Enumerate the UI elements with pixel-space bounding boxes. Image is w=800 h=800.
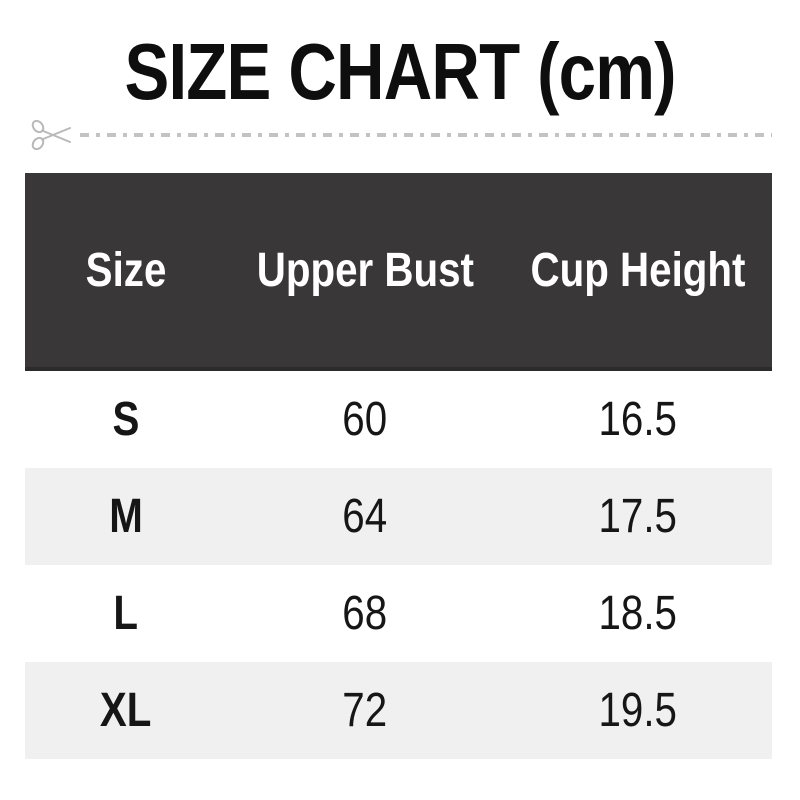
table-header-row: Size Upper Bust Cup Height <box>25 173 772 371</box>
cut-here-line <box>30 116 772 154</box>
size-value: L <box>113 587 139 640</box>
table-row-s: S 60 16.5 <box>25 371 772 468</box>
cell-cup-height: 18.5 <box>503 586 772 641</box>
cell-upper-bust: 60 <box>227 392 503 447</box>
header-label-size: Size <box>85 243 167 297</box>
size-value: M <box>109 490 143 543</box>
cup-height-value: 18.5 <box>598 587 677 640</box>
cell-size: S <box>25 392 227 447</box>
cell-upper-bust: 68 <box>227 586 503 641</box>
cell-cup-height: 17.5 <box>503 489 772 544</box>
size-value: XL <box>100 684 152 737</box>
upper-bust-value: 68 <box>342 587 388 640</box>
cell-size: M <box>25 489 227 544</box>
table-row-l: L 68 18.5 <box>25 565 772 662</box>
header-cell-size: Size <box>25 243 227 298</box>
table-row-m: M 64 17.5 <box>25 468 772 565</box>
cell-cup-height: 19.5 <box>503 683 772 738</box>
upper-bust-value: 60 <box>342 393 388 446</box>
cell-cup-height: 16.5 <box>503 392 772 447</box>
header-label-cup-height: Cup Height <box>530 243 746 297</box>
header-label-upper-bust: Upper Bust <box>256 243 474 297</box>
header-cell-upper-bust: Upper Bust <box>227 243 503 298</box>
cell-size: L <box>25 586 227 641</box>
cell-upper-bust: 72 <box>227 683 503 738</box>
page-title: SIZE CHART (cm) <box>0 30 800 114</box>
upper-bust-value: 72 <box>342 684 388 737</box>
cell-size: XL <box>25 683 227 738</box>
cup-height-value: 19.5 <box>598 684 677 737</box>
table-row-xl: XL 72 19.5 <box>25 662 772 759</box>
dashed-cut-line <box>80 133 772 137</box>
scissors-icon <box>31 119 71 151</box>
upper-bust-value: 64 <box>342 490 388 543</box>
size-chart-table: Size Upper Bust Cup Height S 60 16.5 M 6… <box>25 173 772 759</box>
size-value: S <box>112 393 140 446</box>
cup-height-value: 17.5 <box>598 490 677 543</box>
header-cell-cup-height: Cup Height <box>503 243 772 298</box>
cell-upper-bust: 64 <box>227 489 503 544</box>
cup-height-value: 16.5 <box>598 393 677 446</box>
page-title-text: SIZE CHART (cm) <box>124 27 676 116</box>
